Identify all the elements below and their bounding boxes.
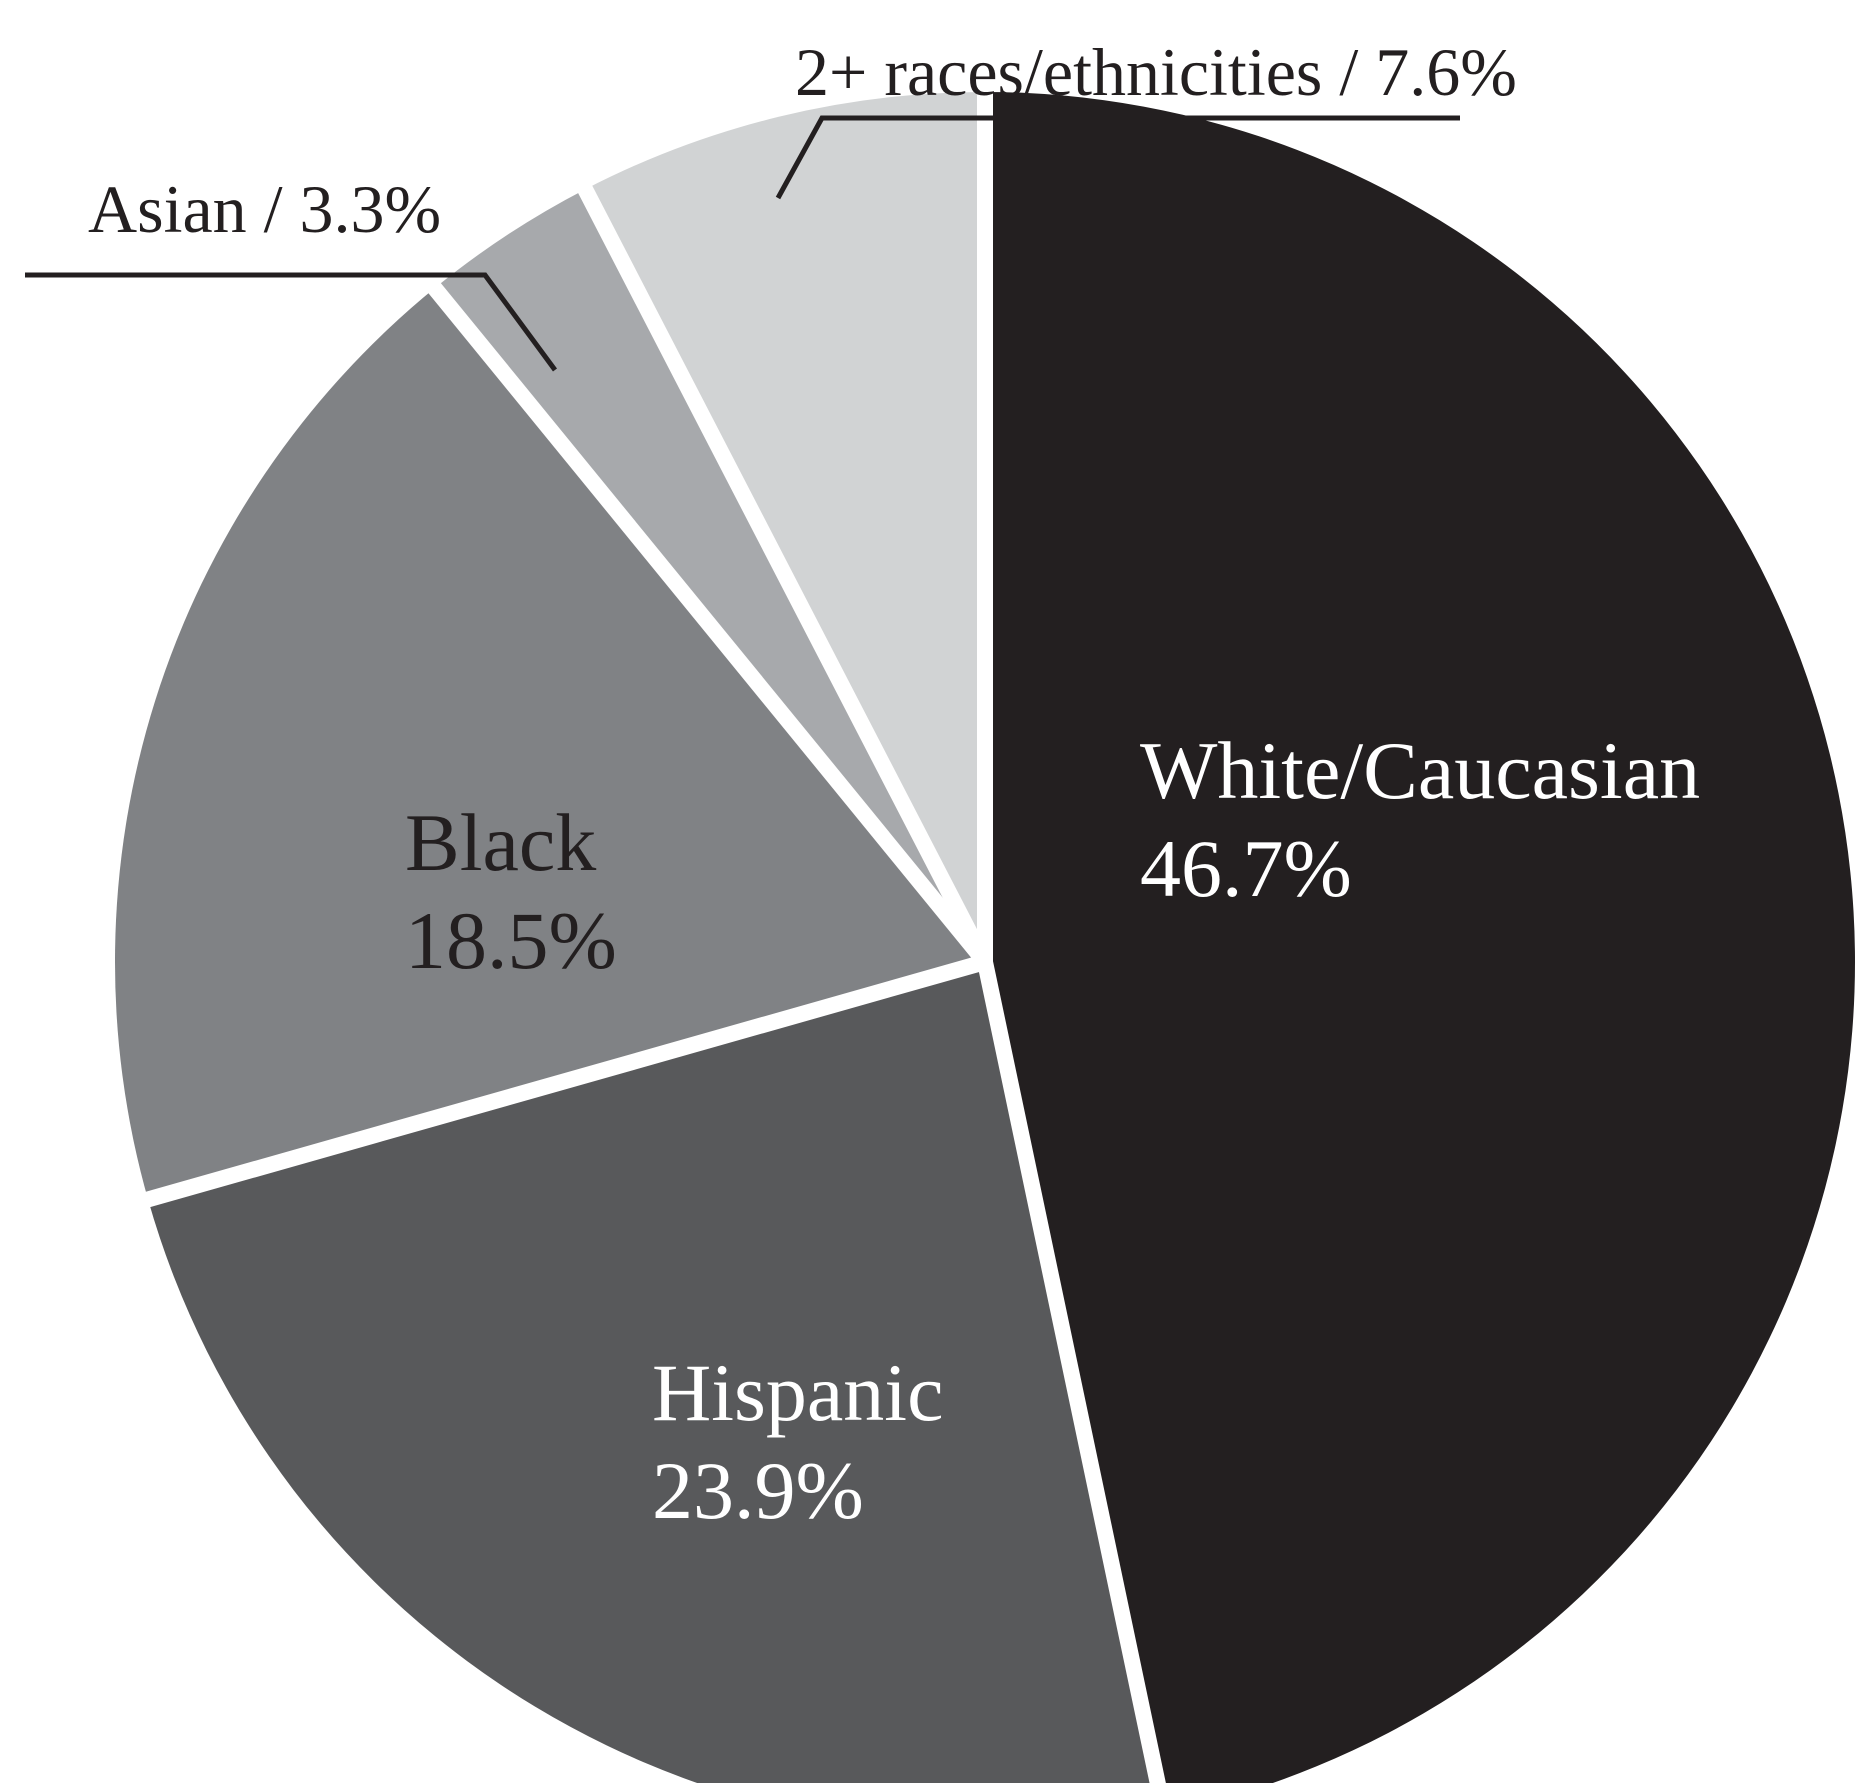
- slice-label-black: Black: [405, 797, 596, 888]
- slice-separator: [977, 960, 1166, 1783]
- callout-label-asian: Asian / 3.3%: [88, 171, 441, 247]
- pie-slice-white-caucasian: [985, 92, 1855, 1783]
- leader-line-asian: [25, 272, 558, 372]
- slice-value-black: 18.5%: [405, 895, 617, 986]
- pie-slice-black: [115, 288, 986, 1200]
- slice-label-hispanic: Hispanic: [652, 1347, 943, 1438]
- pie-slice-2-races-ethnicities: [585, 92, 985, 962]
- slice-value-white-caucasian: 46.7%: [1140, 823, 1352, 914]
- slice-separator: [575, 180, 993, 966]
- slice-value-hispanic: 23.9%: [652, 1445, 864, 1536]
- slice-separator: [424, 278, 992, 968]
- slice-separator: [140, 954, 988, 1209]
- slice-label-white-caucasian: White/Caucasian: [1140, 725, 1700, 816]
- pie-slice-asian: [434, 189, 986, 962]
- callouts-layer: Asian / 3.3% 2+ races/ethnicities / 7.6%: [25, 34, 1517, 372]
- leader-line-2-races-ethnicities: [775, 115, 1460, 200]
- pie-slice-hispanic: [148, 962, 1158, 1783]
- separators-layer: [140, 86, 1166, 1783]
- slices-layer: [115, 92, 1855, 1783]
- callout-label-2-races-ethnicities: 2+ races/ethnicities / 7.6%: [795, 34, 1517, 110]
